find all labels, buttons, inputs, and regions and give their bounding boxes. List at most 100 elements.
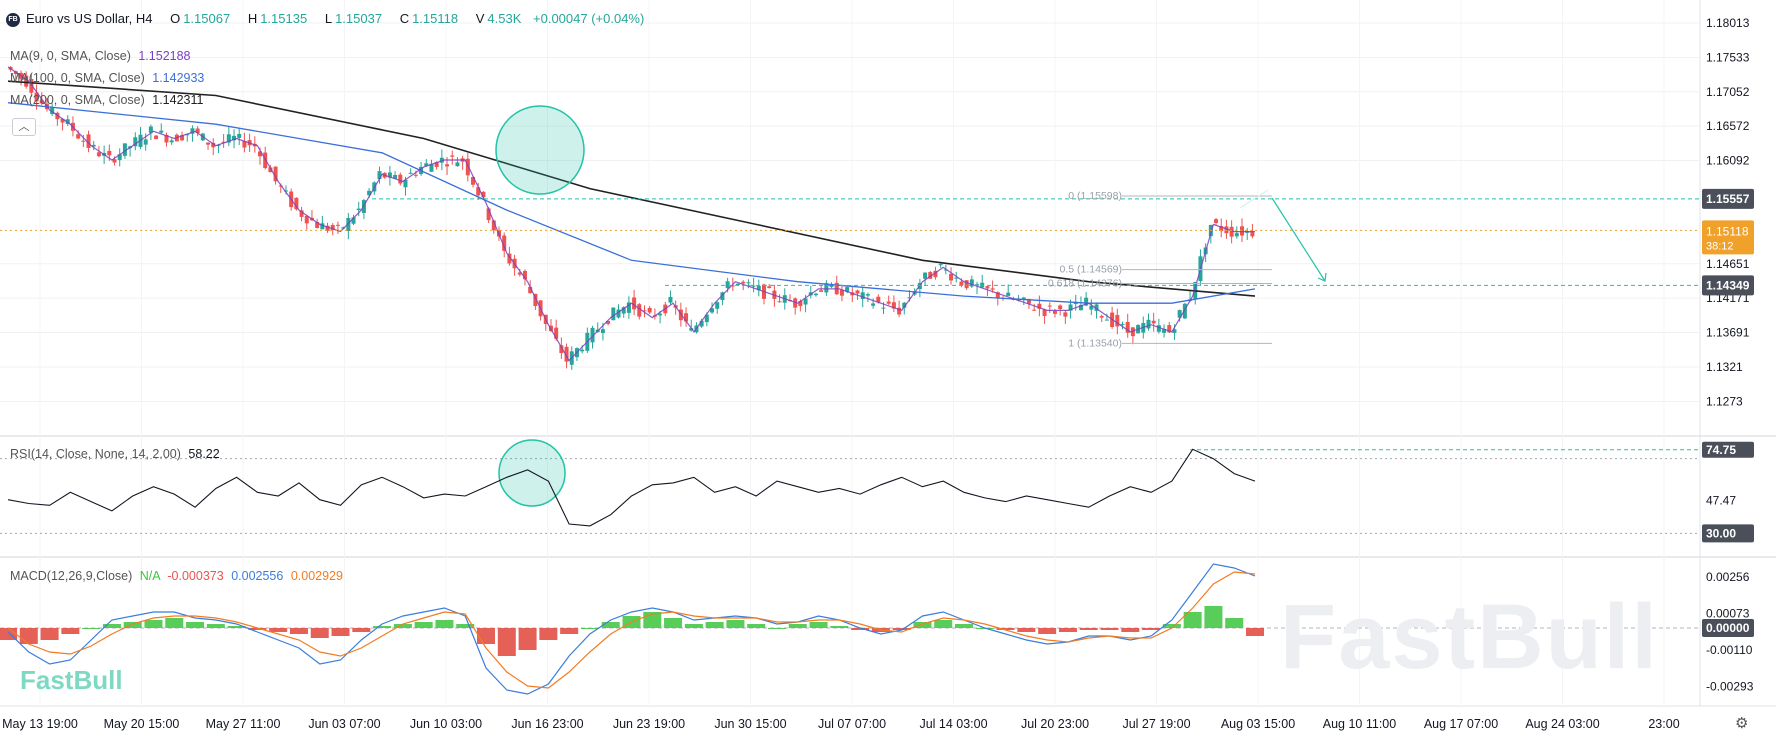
macd-histogram-bar: [560, 628, 579, 634]
candle-body: [211, 142, 216, 148]
macd-histogram-bar: [788, 624, 807, 628]
rsi-label: RSI(14, Close, None, 14, 2.00): [10, 447, 181, 461]
macd-histogram-bar: [331, 628, 350, 636]
candle-body: [689, 328, 694, 331]
ma200-label: MA(200, 0, SMA, Close): [10, 93, 145, 107]
candle-body: [985, 286, 990, 289]
macd-line: [7, 563, 1256, 695]
fib-level-label: 0.618 (1.14376): [1048, 277, 1122, 289]
candle-body: [24, 75, 29, 87]
time-tick-label: May 27 11:00: [206, 717, 281, 731]
candle-body: [315, 222, 320, 229]
macd-histogram-bar: [892, 628, 911, 630]
macd-histogram-bar: [580, 628, 599, 629]
ma200-legend[interactable]: MA(200, 0, SMA, Close) 1.142311: [10, 93, 203, 107]
countdown-label: 38:12: [1706, 240, 1734, 252]
candle-body: [413, 174, 418, 176]
candle-body: [704, 314, 709, 323]
candle-body: [320, 223, 325, 230]
ma100-legend[interactable]: MA(100, 0, SMA, Close) 1.142933: [10, 71, 204, 85]
macd-histogram-bar: [1038, 628, 1057, 634]
time-tick-label: Jun 30 15:00: [714, 717, 786, 731]
macd-histogram-bar: [477, 628, 496, 644]
candle-body: [699, 320, 704, 327]
candle-body: [133, 137, 138, 147]
fastbull-logo-icon: FB: [6, 12, 20, 27]
macd-line-value: -0.000373: [167, 569, 224, 583]
rsi-highlight-circle: [498, 439, 566, 507]
macd-histogram-bar: [1017, 628, 1036, 632]
price-badge-label: 0.00000: [1706, 621, 1750, 635]
candle-body: [29, 78, 34, 93]
gear-icon[interactable]: ⚙: [1735, 715, 1749, 732]
candle-body: [995, 292, 1000, 298]
candle-body: [902, 302, 907, 308]
candle-body: [600, 329, 605, 334]
candle-body: [1089, 305, 1094, 310]
price-badge: [1702, 441, 1754, 458]
macd-histogram-bar: [19, 628, 38, 644]
ma100-line: [7, 102, 1256, 304]
candle-body: [143, 139, 148, 145]
candle-body: [860, 292, 865, 299]
ma9-legend[interactable]: MA(9, 0, SMA, Close) 1.152188: [10, 49, 191, 63]
macd-histogram-bar: [767, 628, 786, 629]
price-tick-label: 1.18013: [1706, 16, 1750, 30]
candle-body: [434, 162, 439, 167]
candle-body: [65, 119, 70, 124]
candle-body: [803, 298, 808, 305]
rsi-legend[interactable]: RSI(14, Close, None, 14, 2.00) 58.22: [10, 447, 220, 461]
macd-histogram-bar: [123, 622, 142, 628]
macd-histogram-bar: [1204, 606, 1223, 628]
price-badge: [1702, 619, 1754, 637]
candle-body: [450, 155, 455, 157]
macd-histogram-bar: [851, 628, 870, 630]
macd-histogram-bar: [747, 624, 766, 628]
time-tick-label: Jul 20 23:00: [1021, 717, 1089, 731]
candle-body: [1224, 226, 1229, 234]
candle-body: [257, 151, 262, 157]
macd-signal-value: 0.002556: [231, 569, 284, 583]
rsi-value: 58.22: [188, 447, 220, 461]
symbol-title[interactable]: Euro vs US Dollar, H4: [26, 11, 153, 26]
close-value: 1.15118: [412, 11, 459, 26]
candle-body: [195, 128, 200, 134]
price-tick-label: 1.1273: [1706, 394, 1743, 408]
macd-histogram-bar: [456, 624, 475, 628]
candle-body: [1229, 226, 1234, 237]
candle-body: [1151, 320, 1156, 324]
macd-histogram-bar: [102, 624, 121, 628]
candle-body: [403, 179, 408, 188]
candle-body: [715, 302, 720, 309]
watermark: FastBull: [1280, 586, 1659, 688]
low-label: L: [324, 11, 333, 26]
candle-body: [642, 310, 647, 312]
candle-body: [658, 313, 663, 316]
candle-body: [507, 253, 512, 264]
current-price-label: 1.15118: [1706, 224, 1749, 238]
candle-body: [720, 292, 725, 301]
candle-body: [897, 307, 902, 315]
macd-histogram-bar: [165, 618, 184, 628]
current-price-badge: [1702, 220, 1754, 255]
candle-body: [943, 269, 948, 271]
candle-body: [351, 217, 356, 224]
price-tick-label: 1.1321: [1706, 360, 1743, 374]
price-tick-label: 1.16092: [1706, 154, 1750, 168]
candle-body: [122, 143, 127, 156]
macd-histogram-bar: [518, 628, 537, 650]
time-tick-label: Jun 10 03:00: [410, 717, 482, 731]
candle-body: [1078, 304, 1083, 311]
candle-body: [767, 286, 772, 289]
time-tick-label: Jun 03 07:00: [308, 717, 380, 731]
candle-body: [237, 133, 242, 138]
candle-body: [502, 235, 507, 251]
open-value: 1.15067: [183, 11, 231, 26]
candle-body: [1047, 305, 1052, 307]
macd-histogram-bar: [1225, 618, 1244, 628]
chevron-up-icon[interactable]: ︿: [12, 118, 36, 136]
macd-histogram-bar: [497, 628, 516, 656]
macd-legend[interactable]: MACD(12,26,9,Close) N/A -0.000373 0.0025…: [10, 569, 343, 583]
macd-third-value: 0.002929: [290, 569, 343, 583]
